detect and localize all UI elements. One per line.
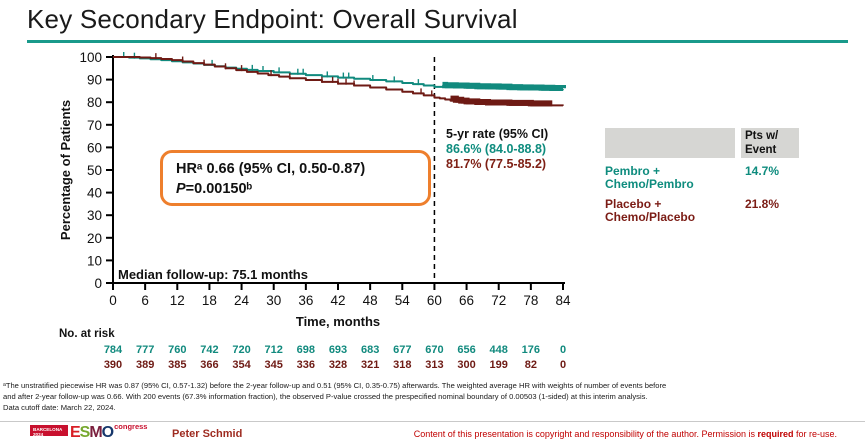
- esmo-letter: S: [79, 424, 91, 441]
- svg-text:78: 78: [523, 293, 538, 308]
- legend-header-pts-event: Pts w/ Event: [741, 128, 799, 158]
- esmo-letter: M: [89, 424, 102, 441]
- svg-text:54: 54: [395, 293, 411, 308]
- svg-text:66: 66: [459, 293, 474, 308]
- svg-text:313: 313: [425, 359, 443, 371]
- svg-text:Time, months: Time, months: [296, 314, 380, 329]
- five-year-rate-title: 5-yr rate (95% CI): [446, 127, 549, 141]
- svg-text:336: 336: [297, 359, 315, 371]
- svg-text:12: 12: [170, 293, 185, 308]
- presenter-name: Peter Schmid: [172, 428, 243, 440]
- five-year-rate-placebo: 81.7% (77.5-85.2): [446, 157, 547, 171]
- svg-text:176: 176: [522, 344, 540, 356]
- legend-row-pembro: Pembro + Chemo/Pembro 14.7%: [605, 165, 860, 191]
- svg-text:0: 0: [94, 276, 102, 291]
- svg-text:784: 784: [104, 344, 123, 356]
- barcelona-2024-badge: BARCELONA 2024: [30, 425, 68, 437]
- svg-text:0: 0: [109, 293, 117, 308]
- svg-text:82: 82: [525, 359, 537, 371]
- svg-text:354: 354: [232, 359, 251, 371]
- svg-text:720: 720: [232, 344, 250, 356]
- svg-text:Percentage of Patients: Percentage of Patients: [58, 100, 73, 240]
- svg-text:84: 84: [555, 293, 571, 308]
- svg-text:698: 698: [297, 344, 315, 356]
- footnote: ᵃThe unstratified piecewise HR was 0.87 …: [3, 380, 861, 414]
- svg-text:30: 30: [87, 208, 102, 223]
- five-year-rate-annotation: 5-yr rate (95% CI) 86.6% (84.0-88.8) 81.…: [446, 127, 548, 172]
- svg-text:693: 693: [329, 344, 347, 356]
- svg-text:683: 683: [361, 344, 379, 356]
- svg-text:18: 18: [202, 293, 217, 308]
- svg-text:48: 48: [363, 293, 378, 308]
- esmo-wordmark: ESMO: [70, 424, 114, 441]
- p-label: P: [176, 181, 186, 197]
- hr-annotation-box: HRᵃ 0.66 (95% CI, 0.50-0.87) P=0.00150ᵇ: [160, 150, 431, 206]
- svg-text:100: 100: [79, 50, 102, 65]
- svg-text:70: 70: [87, 118, 102, 133]
- km-plot: 0 10 20 30 40 50 60 70 80 90 100 0 6 12 18 24 30 36 42 48 54…: [58, 50, 571, 371]
- esmo-letter: O: [101, 424, 114, 441]
- svg-text:677: 677: [393, 344, 411, 356]
- svg-text:777: 777: [136, 344, 154, 356]
- footer-bar: BARCELONA 2024 ESMO congress Peter Schmi…: [0, 421, 865, 444]
- svg-text:448: 448: [490, 344, 508, 356]
- svg-text:318: 318: [393, 359, 411, 371]
- p-value-text: P=0.00150ᵇ: [176, 181, 253, 197]
- legend-header-spacer: [605, 128, 735, 158]
- svg-text:670: 670: [425, 344, 443, 356]
- svg-text:385: 385: [168, 359, 186, 371]
- svg-text:10: 10: [87, 253, 102, 268]
- svg-text:No. at risk: No. at risk: [59, 328, 115, 340]
- congress-label: congress: [114, 422, 148, 431]
- page-title: Key Secondary Endpoint: Overall Survival: [27, 4, 518, 34]
- svg-text:389: 389: [136, 359, 154, 371]
- svg-text:366: 366: [200, 359, 218, 371]
- svg-text:40: 40: [87, 186, 102, 201]
- copyright-notice: Content of this presentation is copyrigh…: [413, 429, 837, 439]
- svg-text:321: 321: [361, 359, 379, 371]
- svg-text:0: 0: [560, 344, 566, 356]
- title-underline: [27, 40, 848, 43]
- footnote-line-2: and after 2-year follow-up was 0.66. Wit…: [3, 392, 648, 402]
- svg-text:24: 24: [234, 293, 250, 308]
- legend-label-placebo: Placebo + Chemo/Placebo: [605, 197, 696, 224]
- svg-text:0: 0: [560, 359, 566, 371]
- legend-row-placebo: Placebo + Chemo/Placebo 21.8%: [605, 198, 860, 224]
- svg-text:328: 328: [329, 359, 347, 371]
- svg-text:80: 80: [87, 95, 102, 110]
- legend-value-placebo: 21.8%: [745, 197, 780, 211]
- svg-text:60: 60: [427, 293, 442, 308]
- legend-value-pembro: 14.7%: [745, 164, 780, 178]
- esmo-congress-logo: BARCELONA 2024 ESMO congress: [30, 422, 148, 441]
- svg-text:36: 36: [298, 293, 313, 308]
- footnote-line-3: Data cutoff date: March 22, 2024.: [3, 403, 116, 413]
- svg-text:42: 42: [330, 293, 345, 308]
- svg-text:50: 50: [87, 163, 102, 178]
- legend-label-pembro: Pembro + Chemo/Pembro: [605, 164, 694, 191]
- svg-text:390: 390: [104, 359, 122, 371]
- svg-text:760: 760: [168, 344, 186, 356]
- svg-text:20: 20: [87, 231, 102, 246]
- svg-text:345: 345: [265, 359, 283, 371]
- km-chart: 0 10 20 30 40 50 60 70 80 90 100 0 6 12 18 24 30 36 42 48 54…: [55, 48, 615, 380]
- svg-text:60: 60: [87, 140, 102, 155]
- svg-text:90: 90: [87, 73, 102, 88]
- svg-text:300: 300: [457, 359, 475, 371]
- svg-text:656: 656: [457, 344, 475, 356]
- esmo-letter: E: [70, 424, 81, 441]
- svg-text:742: 742: [200, 344, 218, 356]
- legend-table: Pts w/ Event Pembro + Chemo/Pembro 14.7%…: [605, 128, 860, 224]
- svg-text:6: 6: [141, 293, 149, 308]
- hr-value-text: HRᵃ 0.66 (95% CI, 0.50-0.87): [176, 161, 366, 177]
- five-year-rate-pembro: 86.6% (84.0-88.8): [446, 142, 547, 156]
- legend-header-row: Pts w/ Event: [605, 128, 860, 158]
- median-followup-label: Median follow-up: 75.1 months: [118, 267, 308, 282]
- svg-text:72: 72: [491, 293, 506, 308]
- svg-text:712: 712: [265, 344, 283, 356]
- svg-text:199: 199: [490, 359, 508, 371]
- svg-text:30: 30: [266, 293, 281, 308]
- footnote-line-1: ᵃThe unstratified piecewise HR was 0.87 …: [3, 381, 667, 390]
